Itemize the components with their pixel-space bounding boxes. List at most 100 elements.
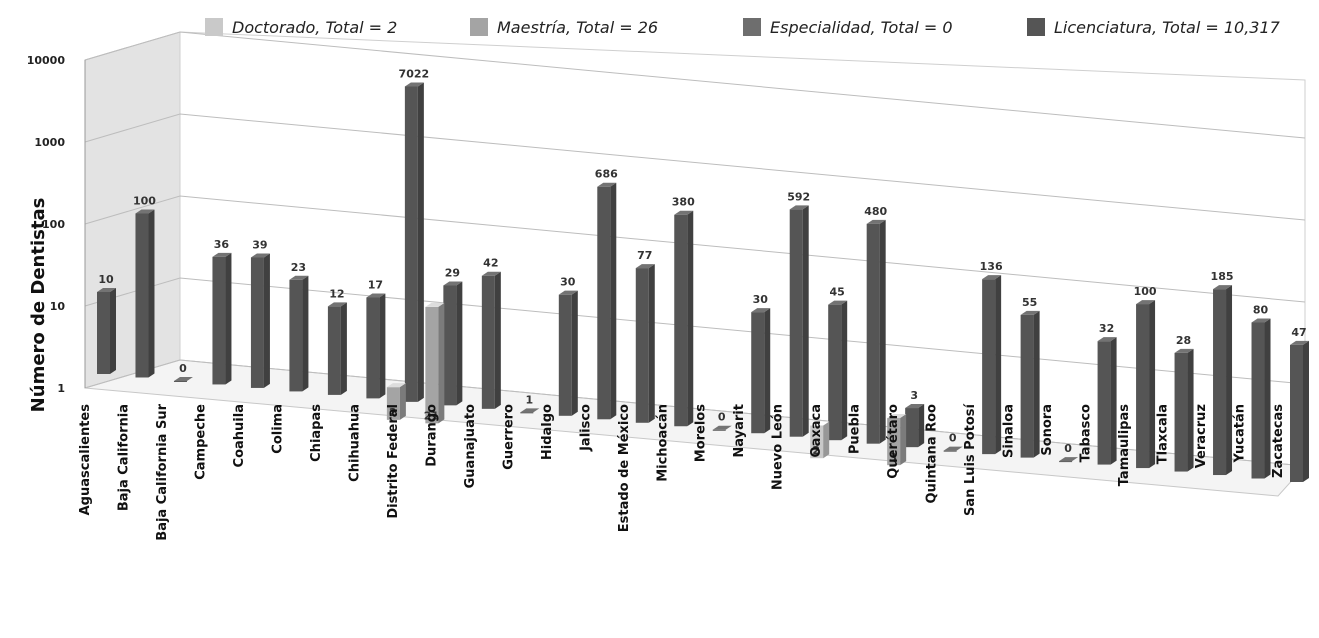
bar-top [404, 82, 424, 87]
bar-top [1136, 300, 1156, 305]
bar-top [250, 253, 270, 258]
data-label: 80 [1253, 303, 1269, 316]
bar-side [456, 281, 463, 406]
bar-top [481, 271, 501, 276]
bar-morelos-licenciatura [712, 425, 732, 431]
x-tick-chihuahua: Chihuahua [347, 404, 362, 482]
x-tick-colima: Colima [270, 404, 285, 454]
legend-label: Licenciatura, Total = 10,317 [1054, 18, 1281, 37]
bar-top [386, 383, 406, 388]
legend-item-especialidad: Especialidad, Total = 0 [743, 18, 953, 37]
legend-swatch [205, 18, 223, 36]
data-label: 0 [1064, 442, 1072, 455]
bar-top [366, 293, 386, 298]
bar-oaxaca-licenciatura [828, 300, 848, 441]
x-tick-queretaro: Querétaro [886, 404, 901, 479]
bar-top [751, 308, 771, 313]
bar-top [97, 288, 116, 292]
bar-tlaxcala-licenciatura [1174, 348, 1194, 472]
data-label: 0 [949, 432, 957, 445]
y-tick-label: 1 [57, 382, 65, 395]
bar-front [1213, 289, 1227, 476]
x-tick-durango: Durango [424, 404, 439, 467]
x-tick-veracruz: Veracruz [1194, 404, 1209, 468]
data-label: 10 [98, 273, 114, 286]
legend-label: Especialidad, Total = 0 [770, 18, 953, 37]
bar-side [571, 290, 578, 416]
x-tick-aguascalientes: Aguascalientes [78, 404, 93, 516]
bar-side [900, 414, 907, 466]
bar-durango-maestria [425, 302, 445, 424]
bar-side [302, 275, 309, 392]
bar-side [823, 421, 830, 459]
data-label: 21 [424, 409, 439, 422]
bar-top [712, 425, 732, 430]
data-label: 185 [1211, 270, 1234, 283]
bar-side [802, 205, 809, 437]
bar-side [263, 253, 270, 388]
data-label: 686 [595, 168, 618, 181]
bar-yucatan-licenciatura [1251, 318, 1271, 479]
x-tick-guerrero: Guerrero [501, 404, 516, 470]
bar-front [520, 412, 534, 414]
bar-side [648, 264, 655, 423]
bar-front [905, 408, 919, 448]
bar-front [212, 256, 226, 385]
bar-side [148, 209, 155, 378]
bar-front [1136, 304, 1150, 469]
bar-front [289, 279, 303, 392]
bar-top [1213, 285, 1233, 290]
legend-swatch [743, 18, 761, 36]
bar-side [687, 210, 694, 427]
bar-sonora-licenciatura [1059, 457, 1079, 463]
bar-side [494, 271, 501, 409]
x-tick-estado-de-mexico: Estado de México [617, 404, 632, 532]
legend-label: Doctorado, Total = 2 [232, 18, 397, 37]
x-tick-tlaxcala: Tlaxcala [1156, 404, 1171, 464]
data-label: 12 [329, 287, 344, 300]
bar-nayarit-licenciatura [751, 308, 771, 434]
bar-michoacan-licenciatura [674, 210, 694, 427]
y-tick-label: 1000 [34, 136, 65, 149]
bar-guanajuato-licenciatura [481, 271, 501, 409]
bar-colima-licenciatura [289, 275, 309, 392]
bar-top [1290, 340, 1309, 345]
bar-side [1226, 285, 1233, 476]
bar-puebla-licenciatura [866, 219, 886, 444]
x-tick-chiapas: Chiapas [309, 404, 324, 462]
bar-front [443, 285, 457, 406]
data-label: 3 [889, 451, 897, 464]
data-label: 0 [718, 411, 726, 424]
bar-front [558, 294, 572, 416]
x-tick-quintana-roo: Quintana Roo [925, 404, 940, 503]
bar-front [866, 223, 880, 444]
bar-oaxaca-doctorado [810, 421, 830, 459]
data-label: 39 [252, 238, 267, 251]
bar-queretaro-licenciatura [905, 404, 925, 448]
bar-top [425, 302, 445, 307]
bar-top [982, 275, 1002, 280]
x-tick-campeche: Campeche [193, 404, 208, 480]
bar-sinaloa-licenciatura [1020, 310, 1040, 458]
data-label: 0 [179, 362, 187, 375]
bar-hidalgo-licenciatura [558, 290, 578, 416]
legend-item-maestria: Maestría, Total = 26 [470, 18, 658, 37]
legend-item-licenciatura: Licenciatura, Total = 10,317 [1027, 18, 1281, 37]
bar-jalisco-licenciatura [597, 182, 617, 420]
y-axis: 1 10 100 1000 10000 [27, 54, 86, 395]
x-tick-sonora: Sonora [1040, 404, 1055, 456]
y-axis-label: Número de Dentistas [28, 198, 49, 413]
bar-front [1251, 322, 1265, 479]
bar-side [918, 404, 925, 448]
bar-queretaro-maestria [887, 414, 907, 466]
data-label: 480 [864, 205, 887, 218]
bar-front [943, 450, 957, 452]
bar-front [597, 186, 611, 420]
bar-side [438, 302, 445, 424]
bar-side [764, 308, 771, 434]
bar-distrito-federal-maestria [386, 383, 406, 420]
bar-top [1097, 337, 1117, 342]
data-label: 29 [445, 266, 460, 279]
data-label: 136 [980, 260, 1003, 273]
